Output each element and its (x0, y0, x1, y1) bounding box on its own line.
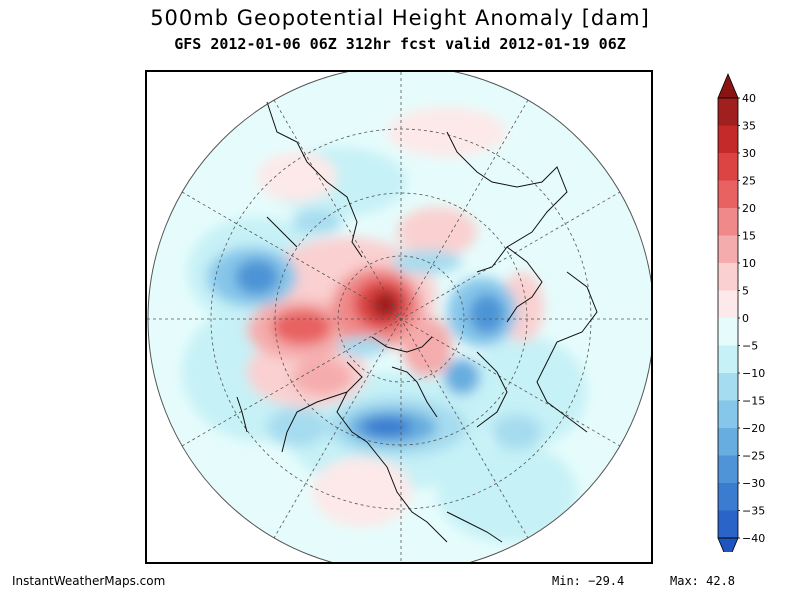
colorbar-tick-label: −40 (742, 532, 765, 545)
colorbar-band (718, 345, 738, 373)
colorbar-band (718, 125, 738, 153)
colorbar-band (718, 400, 738, 428)
colorbar-tick-label: −15 (742, 395, 765, 408)
colorbar-band (718, 510, 738, 538)
map-subtitle: GFS 2012-01-06 06Z 312hr fcst valid 2012… (174, 35, 626, 53)
colorbar: 40 35 30 25 20 15 10 5 0 −5 −10 −15 −20 −25 −30 −35 −40 (716, 72, 776, 564)
colorbar-tick-label: 35 (742, 120, 756, 133)
hemisphere-outline (147, 72, 651, 562)
colorbar-tick-label: −5 (742, 340, 758, 353)
colorbar-band (718, 290, 738, 318)
coastlines (236, 101, 598, 543)
colorbar-top-arrow (717, 72, 739, 99)
colorbar-band (718, 318, 738, 346)
polar-map (145, 70, 653, 564)
anomaly-field (182, 107, 587, 542)
colorbar-band (718, 235, 738, 263)
colorbar-band (718, 98, 738, 126)
min-value: Min: −29.4 (552, 574, 625, 588)
colorbar-tick-label: 20 (742, 202, 756, 215)
colorbar-tick-label: −20 (742, 422, 765, 435)
colorbar-tick-label: −25 (742, 450, 765, 463)
colorbar-tick-label: 15 (742, 230, 756, 243)
graticule (147, 72, 651, 562)
colorbar-tick-label: 0 (742, 312, 749, 325)
colorbar-band (718, 208, 738, 236)
colorbar-tick-label: −10 (742, 367, 765, 380)
map-title: 500mb Geopotential Height Anomaly [dam] (150, 6, 650, 30)
colorbar-band (718, 483, 738, 511)
colorbar-band (718, 373, 738, 401)
colorbar-band (718, 455, 738, 483)
colorbar-tick-label: 40 (742, 92, 756, 105)
colorbar-tick-label: 10 (742, 257, 756, 270)
colorbar-svg: 40 35 30 25 20 15 10 5 0 −5 −10 −15 −20 −25 −30 −35 −40 (717, 72, 765, 564)
colorbar-tick-label: 25 (742, 175, 756, 188)
colorbar-tick-label: −35 (742, 505, 765, 518)
colorbar-band (718, 180, 738, 208)
colorbar-tick-label: 5 (742, 285, 749, 298)
colorbar-band (718, 428, 738, 456)
colorbar-tick-label: 30 (742, 147, 756, 160)
colorbar-band (718, 153, 738, 181)
max-value: Max: 42.8 (670, 574, 736, 588)
colorbar-bottom-arrow (717, 537, 739, 564)
colorbar-band (718, 263, 738, 291)
colorbar-tick-label: −30 (742, 477, 765, 490)
map-canvas (147, 72, 651, 562)
site-credit: InstantWeatherMaps.com (12, 574, 166, 588)
